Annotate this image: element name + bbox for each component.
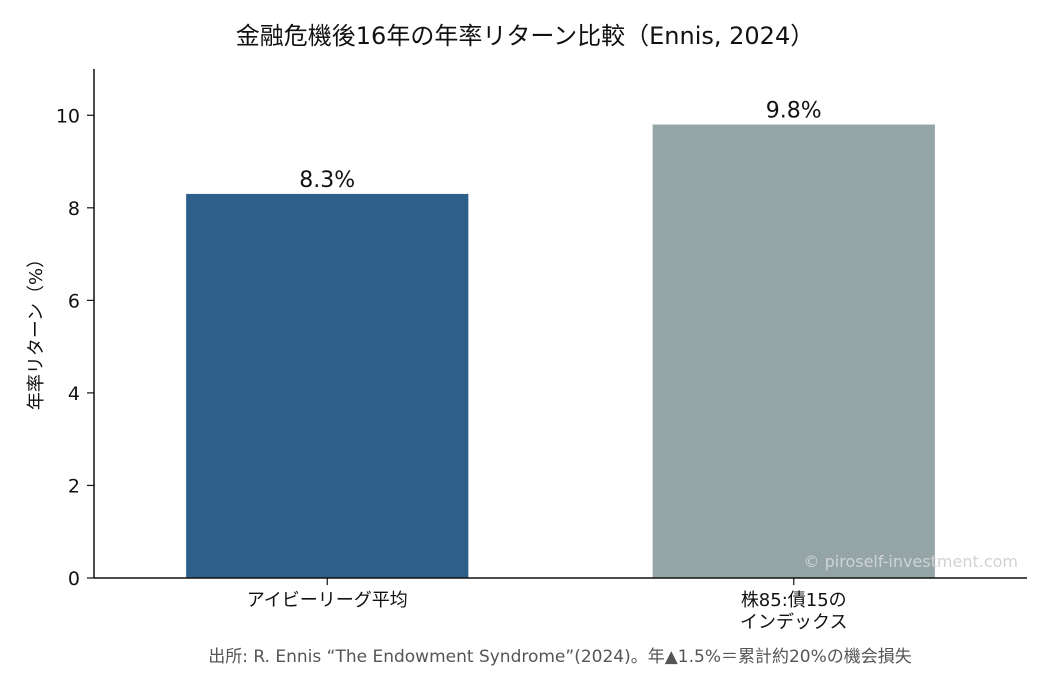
watermark: © piroself-investment.com	[803, 552, 1018, 571]
y-tick-label-0: 0	[68, 568, 80, 590]
bar-1	[652, 124, 935, 578]
y-tick-label-8: 8	[68, 198, 80, 220]
source-note: 出所: R. Ennis “The Endowment Syndrome”(20…	[208, 647, 912, 667]
y-tick-label-2: 2	[68, 475, 80, 497]
y-tick-label-4: 4	[68, 383, 80, 405]
bar-0	[186, 193, 469, 578]
bar-value-label-0: 8.3%	[299, 168, 355, 193]
y-tick-label-10: 10	[56, 105, 80, 127]
bar-value-label-1: 9.8%	[766, 99, 822, 124]
x-category-label-index: 株85:債15の インデックス	[740, 590, 848, 633]
y-tick-label-6: 6	[68, 290, 80, 312]
chart-title: 金融危機後16年の年率リターン比較（Ennis, 2024）	[235, 22, 815, 50]
x-category-label-ivy-league: アイビーリーグ平均	[246, 590, 408, 611]
